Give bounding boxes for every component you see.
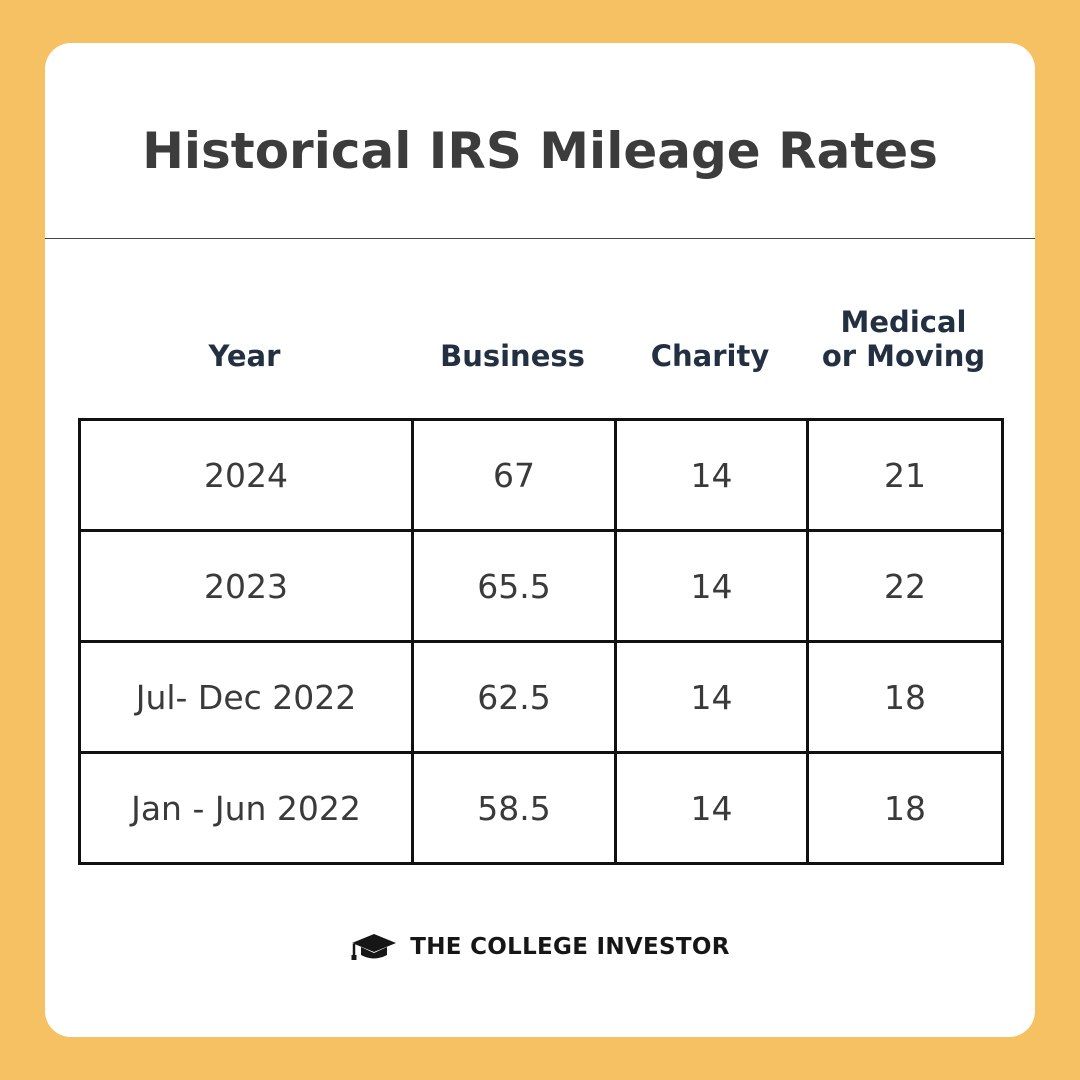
table-cell-medical: 22	[806, 529, 1004, 643]
table-cell-business: 62.5	[411, 640, 617, 754]
table-cell-business: 65.5	[411, 529, 617, 643]
table-cell-charity: 14	[614, 751, 809, 865]
infographic-card: Historical IRS Mileage Rates Year Busines…	[45, 43, 1035, 1037]
table-cell-year: 2023	[78, 529, 414, 643]
brand-footer: THE COLLEGE INVESTOR	[45, 930, 1035, 964]
graduation-cap-icon	[351, 934, 397, 960]
table-row: Jul- Dec 2022 62.5 14 18	[78, 640, 1004, 754]
table-row: 2023 65.5 14 22	[78, 529, 1004, 643]
table-row: 2024 67 14 21	[78, 418, 1004, 532]
table-cell-year: Jan - Jun 2022	[78, 751, 414, 865]
column-header-medical: Medical or Moving	[806, 305, 1001, 373]
table-cell-year: Jul- Dec 2022	[78, 640, 414, 754]
page-title: Historical IRS Mileage Rates	[142, 122, 938, 180]
column-header-line: Charity	[650, 339, 770, 373]
table-cell-medical: 18	[806, 640, 1004, 754]
column-header-year: Year	[78, 339, 411, 373]
column-header-charity: Charity	[614, 339, 806, 373]
table-cell-year: 2024	[78, 418, 414, 532]
table-cell-charity: 14	[614, 640, 809, 754]
rates-table: 2024 67 14 21 2023 65.5 14 22 Jul- Dec 2022 62.5 1…	[78, 418, 1004, 865]
brand-name: THE COLLEGE INVESTOR	[410, 934, 730, 960]
table-cell-charity: 14	[614, 418, 809, 532]
column-header-line: or Moving	[821, 339, 986, 373]
column-header-line: Business	[440, 339, 585, 373]
rates-table-body: 2024 67 14 21 2023 65.5 14 22 Jul- Dec 2022 62.5 1…	[78, 418, 1004, 865]
column-header-line: Medical	[840, 305, 967, 339]
title-divider	[45, 238, 1035, 239]
table-cell-business: 67	[411, 418, 617, 532]
table-cell-business: 58.5	[411, 751, 617, 865]
table-cell-charity: 14	[614, 529, 809, 643]
column-header-line: Year	[208, 339, 281, 373]
table-row: Jan - Jun 2022 58.5 14 18	[78, 751, 1004, 865]
table-cell-medical: 18	[806, 751, 1004, 865]
table-cell-medical: 21	[806, 418, 1004, 532]
column-header-business: Business	[411, 339, 614, 373]
